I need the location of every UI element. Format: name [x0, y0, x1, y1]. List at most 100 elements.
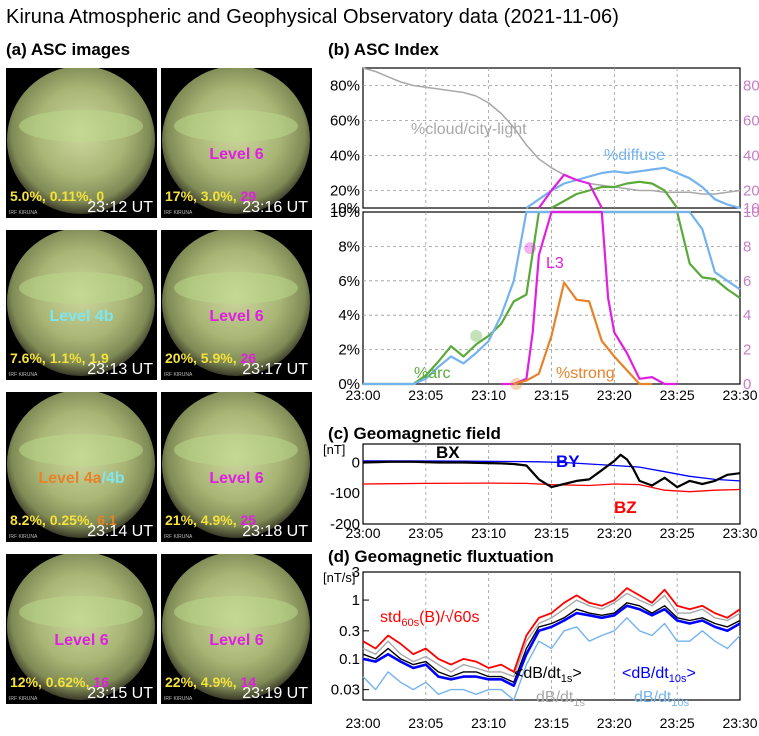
y-tick-label: 20% [330, 183, 360, 200]
sky-image [162, 554, 310, 700]
asc-time-label: 23:18 UT [242, 523, 308, 540]
series-label: <dB/dt1s> [514, 665, 582, 685]
y-tick-label-right: 80 [743, 78, 759, 95]
x-tick-label: 23:25 [660, 715, 695, 731]
x-tick-label: 23:05 [408, 715, 443, 731]
series-line [550, 180, 679, 209]
x-tick-label: 23:10 [471, 715, 506, 731]
sky-image [162, 230, 310, 376]
panel-d-title: (d) Geomagnetic fluxtuation [328, 547, 554, 566]
x-tick-label: 23:20 [597, 715, 632, 731]
y-tick-label: 0.3 [339, 623, 360, 640]
y-tick-label-right: 6 [743, 273, 751, 290]
series-line [362, 587, 741, 673]
geomagnetic-fluctuation-chart: 23:00 23:05 23:10 23:15 23:20 23:25 23:30 [nT/s… [323, 566, 758, 731]
page-title: Kiruna Atmospheric and Geophysical Obser… [6, 6, 620, 28]
asc-image-tag: IRF KIRUNA [9, 534, 38, 540]
asc-image-tile: Level 4b 7.6%, 1.1%, 1.9 23:13 UT IRF KIRUN… [6, 230, 157, 380]
y-tick-label: 3 [352, 566, 360, 581]
event-marker [524, 242, 537, 255]
series-label: BY [556, 452, 580, 471]
y-tick-label: 40% [330, 148, 360, 165]
y-tick-label: -200 [330, 516, 360, 533]
series-line [513, 281, 652, 386]
y-tick-label: 8% [338, 238, 360, 255]
x-tick-label: 23:05 [408, 525, 443, 540]
x-tick-label: 23:30 [722, 525, 757, 540]
y-tick-label-right: 10 [743, 200, 759, 217]
aurora-level-label: Level 6 [209, 632, 264, 649]
x-tick-label: 23:00 [345, 525, 380, 540]
y-tick-label: 10% [330, 204, 360, 221]
sky-image [7, 230, 155, 376]
series-line [362, 67, 741, 195]
series-line [538, 173, 603, 209]
x-tick-label: 23:30 [722, 715, 757, 731]
series-label: %arc [414, 365, 450, 382]
series-label: %diffuse [604, 147, 665, 164]
y-tick-label: 0.1 [339, 651, 360, 668]
asc-image-tag: IRF KIRUNA [9, 372, 38, 378]
asc-time-label: 23:14 UT [87, 523, 153, 540]
x-tick-label: 23:25 [660, 387, 695, 403]
asc-stats-label: 21%, 4.9%, 25 [165, 512, 257, 528]
series-line [362, 617, 741, 701]
asc-time-label: 23:16 UT [242, 199, 308, 216]
aurora-level-label: Level 4a/4b [38, 470, 125, 487]
event-marker [510, 378, 523, 390]
y-tick-label-right: 20 [743, 183, 759, 200]
x-tick-label: 23:05 [408, 387, 443, 403]
x-tick-label: 23:10 [471, 525, 506, 540]
series-line [362, 604, 741, 687]
sky-image [7, 554, 155, 700]
y-tick-label: 1 [352, 592, 360, 609]
x-tick-label: 23:15 [534, 715, 569, 731]
asc-time-label: 23:15 UT [87, 685, 153, 702]
y-tick-label-right: 2 [743, 342, 751, 359]
series-label: %cloud/city-light [411, 121, 527, 138]
asc-stats-label: 8.2%, 0.25%, 6.1 [10, 512, 117, 528]
x-tick-label: 23:25 [660, 525, 695, 540]
asc-image-tile: Level 6 21%, 4.9%, 25 23:18 UT IRF KIRUNA [161, 392, 312, 542]
asc-image-tag: IRF KIRUNA [9, 696, 38, 702]
series-label: dB/dt10s [634, 689, 690, 709]
asc-image-tile: Level 6 22%, 4.9%, 14 23:19 UT IRF KIRUNA [161, 554, 312, 704]
asc-stats-label: 7.6%, 1.1%, 1.9 [10, 350, 109, 366]
asc-stats-label: 12%, 0.62%, 16 [10, 674, 109, 690]
y-tick-label: 6% [338, 273, 360, 290]
x-tick-label: 23:30 [722, 387, 757, 403]
y-tick-label: 60% [330, 113, 360, 130]
asc-time-label: 23:12 UT [87, 199, 153, 216]
series-label: BZ [614, 498, 637, 517]
aurora-level-label: Level 6 [54, 632, 109, 649]
series-line [362, 453, 741, 489]
series-label: <dB/dt10s> [622, 665, 696, 685]
y-tick-label-right: 40 [743, 148, 759, 165]
panel-c-title: (c) Geomagnetic field [328, 424, 501, 443]
x-tick-label: 23:15 [534, 387, 569, 403]
asc-image-tile: Level 4a/4b 8.2%, 0.25%, 6.1 23:14 UT IRF K… [6, 392, 157, 542]
y-tick-label: 0 [352, 454, 360, 471]
aurora-level-label: Level 6 [209, 308, 264, 325]
y-tick-label: 0% [338, 376, 360, 393]
panel-a-title: (a) ASC images [6, 40, 131, 59]
y-tick-label-right: 60 [743, 113, 759, 130]
sky-image [7, 68, 155, 214]
series-line [362, 602, 741, 684]
asc-image-tag: IRF KIRUNA [164, 534, 193, 540]
series-label: std60s(B)/√60s [380, 609, 479, 629]
y-tick-label-right: 10 [743, 204, 759, 221]
series-label: dB/dt1s [536, 689, 585, 709]
x-tick-label: 23:10 [471, 387, 506, 403]
x-tick-label: 23:20 [597, 387, 632, 403]
aurora-level-label: Level 4b [49, 308, 114, 325]
x-tick-label: 23:20 [597, 525, 632, 540]
series-line [362, 482, 741, 493]
geomagnetic-field-chart: 23:00 23:05 23:10 23:15 23:20 23:25 23:30 [nT] 0… [323, 442, 758, 540]
sky-image [7, 392, 155, 538]
y-tick-label-right: 4 [743, 307, 751, 324]
y-tick-label: 4% [338, 307, 360, 324]
series-label: %strong [556, 365, 615, 382]
series-line [501, 210, 678, 386]
